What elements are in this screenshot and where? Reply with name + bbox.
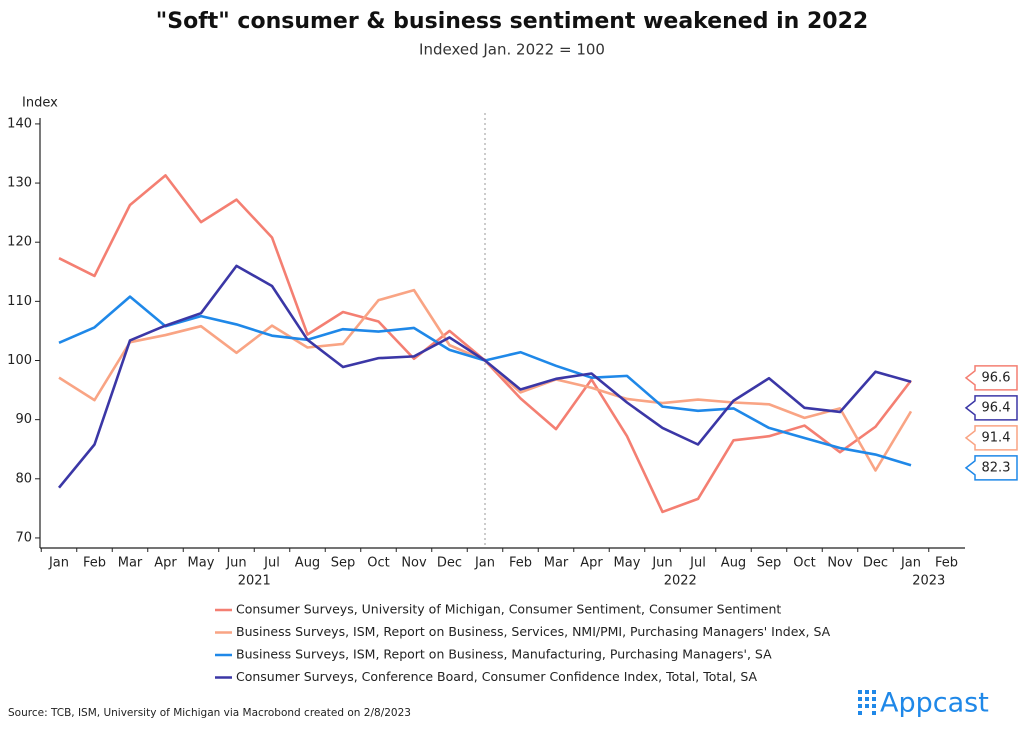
- y-tick-label: 100: [7, 353, 32, 368]
- x-tick-label: Jun: [225, 556, 246, 571]
- series-line: [57, 264, 912, 489]
- y-tick-label: 140: [7, 116, 32, 131]
- end-callout: [964, 365, 1018, 391]
- x-tick-label: Feb: [509, 556, 532, 571]
- x-tick-label: Apr: [580, 556, 603, 571]
- logo-dots: [858, 690, 876, 715]
- y-tick-label: 130: [7, 176, 32, 191]
- y-tick-label: 90: [15, 412, 32, 427]
- end-callout: [964, 395, 1018, 421]
- chart-subtitle: Indexed Jan. 2022 = 100: [419, 41, 605, 59]
- x-tick-label: Apr: [154, 556, 177, 571]
- x-tick-label: Aug: [721, 556, 746, 571]
- x-tick-label: Jan: [900, 556, 921, 571]
- x-tick-label: Dec: [437, 556, 462, 571]
- y-tick-label: 80: [15, 471, 32, 486]
- x-tick-label: Nov: [401, 556, 427, 571]
- legend-label: Consumer Surveys, University of Michigan…: [236, 602, 781, 617]
- end-callout: [964, 425, 1018, 451]
- x-tick-label: Jul: [689, 556, 706, 571]
- x-tick-label: Jan: [48, 556, 69, 571]
- x-tick-label: Oct: [367, 556, 389, 571]
- y-tick-label: 120: [7, 235, 32, 250]
- legend-label: Consumer Surveys, Conference Board, Cons…: [236, 669, 758, 684]
- x-tick-label: Dec: [863, 556, 888, 571]
- x-tick-label: May: [188, 556, 215, 571]
- end-value-label: 91.4: [982, 430, 1011, 445]
- x-tick-label: Sep: [331, 556, 356, 571]
- x-tick-label: Nov: [827, 556, 853, 571]
- x-tick-label: Oct: [793, 556, 815, 571]
- x-tick-label: Sep: [757, 556, 782, 571]
- end-value-label: 96.6: [982, 370, 1011, 385]
- x-tick-label: May: [614, 556, 641, 571]
- chart-title: "Soft" consumer & business sentiment wea…: [156, 9, 868, 34]
- x-tick-label: Mar: [118, 556, 143, 571]
- end-value-label: 82.3: [982, 460, 1011, 475]
- x-group-label: 2023: [912, 574, 945, 589]
- brand: Appcast: [880, 688, 989, 719]
- legend-label: Business Surveys, ISM, Report on Busines…: [236, 647, 772, 662]
- end-value-label: 96.4: [982, 400, 1011, 415]
- legend-label: Business Surveys, ISM, Report on Busines…: [236, 624, 831, 639]
- y-axis-label: Index: [22, 96, 58, 111]
- x-tick-label: Jan: [474, 556, 495, 571]
- x-tick-label: Mar: [544, 556, 569, 571]
- end-callout: [964, 455, 1018, 481]
- x-group-label: 2021: [238, 574, 271, 589]
- x-tick-label: Jun: [651, 556, 672, 571]
- x-tick-label: Feb: [935, 556, 958, 571]
- x-group-label: 2022: [664, 574, 697, 589]
- y-tick-label: 110: [7, 294, 32, 309]
- x-tick-label: Jul: [263, 556, 280, 571]
- x-tick-label: Feb: [83, 556, 106, 571]
- y-tick-label: 70: [15, 530, 32, 545]
- source: Source: TCB, ISM, University of Michigan…: [8, 707, 411, 719]
- x-tick-label: Aug: [295, 556, 320, 571]
